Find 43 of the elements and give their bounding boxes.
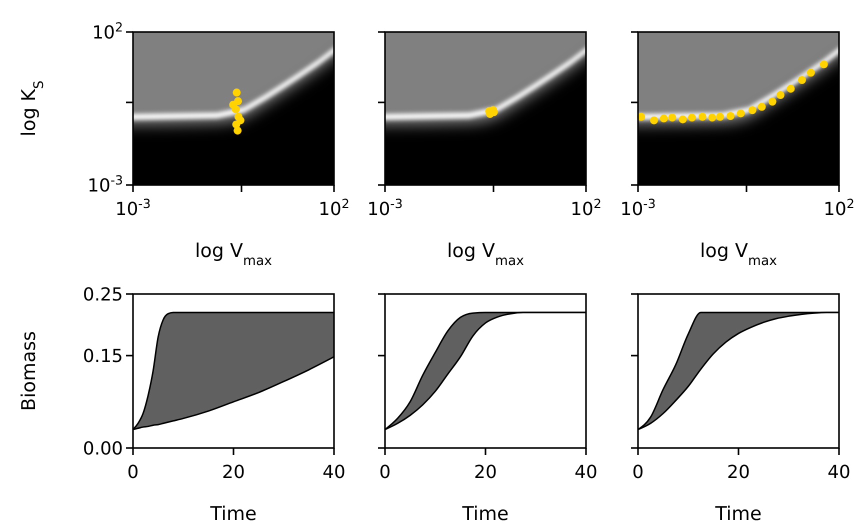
point	[806, 68, 815, 77]
x-tick-label: 20	[222, 462, 245, 483]
point	[758, 102, 766, 111]
x-tick-label: 10$^{2}$	[318, 196, 350, 220]
point	[726, 112, 734, 120]
x-tick-label: 0	[379, 462, 391, 483]
x-tick-label: 10$^{-3}$	[115, 196, 151, 220]
y-tick-label: 10$^{2}$	[92, 18, 123, 44]
point	[736, 109, 745, 118]
point	[768, 98, 776, 106]
x-axis-title: Time	[714, 503, 762, 525]
point	[708, 114, 716, 122]
x-tick-label: 10$^{2}$	[824, 196, 854, 220]
x-tick-label: 20	[474, 462, 497, 483]
point	[660, 114, 668, 122]
point	[650, 116, 658, 124]
y-tick-label: 0.25	[82, 284, 123, 306]
y-tick-label: 0.15	[82, 346, 123, 367]
point	[678, 115, 687, 124]
x-axis-title: Time	[461, 503, 509, 525]
y-tick-label: 10$^{-3}$	[88, 172, 123, 196]
x-tick-label: 10$^{-3}$	[620, 196, 656, 220]
x-tick-label: 10$^{2}$	[570, 196, 602, 220]
x-tick-label: 40	[828, 462, 850, 483]
y-axis-title: Biomass	[18, 331, 40, 411]
x-tick-label: 40	[574, 462, 598, 483]
y-tick-label: 0.00	[82, 438, 123, 460]
point	[698, 112, 706, 121]
point	[798, 76, 806, 84]
x-axis-title: log V$_{max}$	[700, 240, 778, 268]
x-tick-label: 0	[632, 462, 644, 483]
point	[776, 91, 784, 100]
x-tick-label: 40	[322, 462, 346, 483]
x-tick-label: 20	[727, 462, 750, 483]
x-tick-label: 0	[127, 462, 139, 483]
x-axis-title: log V$_{max}$	[195, 240, 272, 268]
point	[748, 106, 756, 114]
x-axis-title: Time	[209, 503, 257, 525]
x-tick-label: 10$^{-3}$	[367, 196, 403, 220]
point	[786, 84, 795, 93]
point	[688, 114, 696, 122]
x-axis-title: log V$_{max}$	[447, 240, 524, 268]
point	[668, 114, 676, 122]
